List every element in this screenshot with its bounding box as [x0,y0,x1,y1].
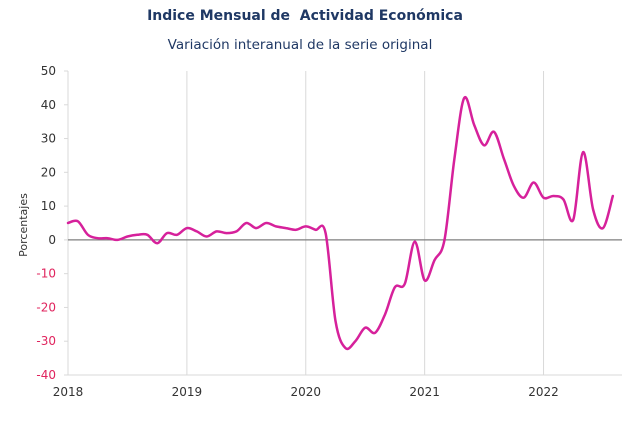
x-tick-label: 2020 [290,385,321,399]
gridlines [186,71,545,375]
y-tick-label: 50 [41,64,56,78]
y-tick-label: -10 [36,267,56,281]
x-tick-label: 2019 [172,385,203,399]
y-tick-label: 10 [41,199,56,213]
y-tick-label: -20 [36,300,56,314]
x-tick-label: 2018 [53,385,84,399]
series-line [66,95,615,351]
y-axis-label: Porcentajes [17,193,30,257]
y-tick-label: -30 [36,334,56,348]
axes [64,70,622,376]
y-tick-label: 0 [48,233,56,247]
y-tick-label: 40 [41,98,56,112]
x-axis-tick-labels: 2018 2019 2020 2021 2022 [53,385,559,399]
y-tick-label: 20 [41,165,56,179]
chart-title: Indice Mensual de Actividad Económica [147,8,463,24]
x-tick-label: 2021 [409,385,440,399]
x-tick-label: 2022 [528,385,559,399]
chart-subtitle: Variación interanual de la serie origina… [167,37,433,53]
y-axis-tick-labels: 50 40 30 20 10 0 -10 -20 -30 -40 [36,64,56,382]
y-tick-label: -40 [36,368,56,382]
y-tick-label: 30 [41,132,56,146]
